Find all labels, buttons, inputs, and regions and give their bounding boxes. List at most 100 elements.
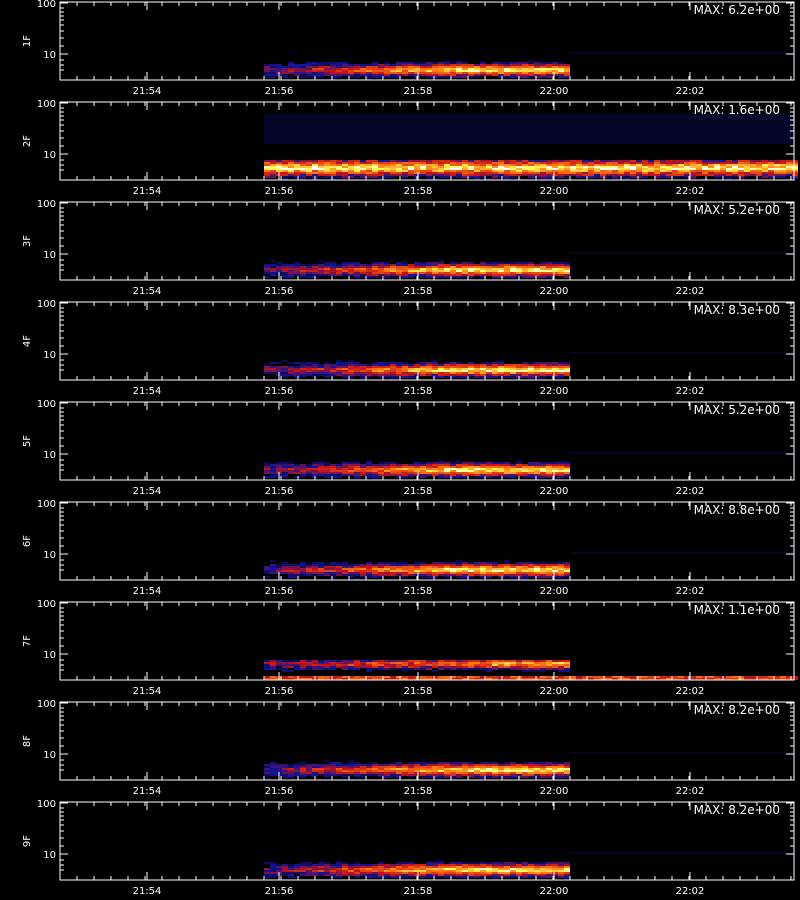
heat-cell	[552, 374, 558, 376]
heat-cell	[402, 662, 408, 664]
heat-cell	[450, 472, 456, 474]
heat-cell	[342, 664, 348, 666]
heat-cell	[594, 678, 600, 680]
heat-cell	[462, 874, 468, 876]
heat-cell	[480, 464, 486, 466]
heat-cell	[462, 72, 468, 74]
heat-cell	[720, 164, 726, 166]
heat-cell	[354, 266, 360, 268]
y-tick-label: 10	[43, 750, 56, 761]
heat-cell	[348, 770, 354, 772]
heat-cell	[498, 570, 504, 572]
heat-cell	[540, 70, 546, 72]
heat-cell	[432, 660, 438, 662]
heat-cell	[372, 68, 378, 70]
heat-cell	[318, 370, 324, 372]
heat-cell	[336, 666, 342, 668]
heat-cell	[498, 466, 504, 468]
heat-cell	[336, 74, 342, 76]
heat-cell	[288, 662, 294, 664]
heat-cell	[426, 572, 432, 574]
heat-cell	[402, 176, 408, 178]
heat-cell	[294, 170, 300, 172]
heat-cell	[366, 868, 372, 870]
heat-cell	[270, 566, 276, 568]
heat-cell	[504, 66, 510, 68]
max-label: MAX: 1.1e+00	[694, 603, 780, 617]
heat-cell	[528, 170, 534, 172]
heat-cell	[468, 268, 474, 270]
heat-cell	[318, 866, 324, 868]
heat-cell	[414, 370, 420, 372]
heat-cell	[294, 370, 300, 372]
heat-cell	[420, 172, 426, 174]
heat-cell	[372, 172, 378, 174]
heat-cell	[540, 866, 546, 868]
heat-cell	[462, 76, 468, 78]
heat-cell	[348, 568, 354, 570]
heat-cell	[354, 664, 360, 666]
heat-cell	[438, 766, 444, 768]
heat-cell	[462, 74, 468, 76]
heat-cell	[372, 270, 378, 272]
heat-cell	[702, 164, 708, 166]
heat-cell	[588, 676, 594, 678]
heat-cell	[354, 76, 360, 78]
heat-cell	[534, 770, 540, 772]
heat-cell	[564, 272, 570, 274]
heat-cell	[498, 566, 504, 568]
heat-cell	[270, 372, 276, 374]
heat-cell	[390, 872, 396, 874]
heat-cell	[324, 366, 330, 368]
heat-cell	[402, 164, 408, 166]
heat-cell	[516, 470, 522, 472]
heat-cell	[342, 464, 348, 466]
heat-cell	[696, 162, 702, 164]
heat-cell	[474, 562, 480, 564]
heat-cell	[444, 472, 450, 474]
heat-cell	[546, 372, 552, 374]
heat-cell	[318, 668, 324, 670]
heat-cell	[384, 170, 390, 172]
heat-cell	[480, 572, 486, 574]
heat-cell	[366, 870, 372, 872]
heat-cell	[786, 168, 792, 170]
heat-cell	[342, 676, 348, 678]
heat-cell	[384, 666, 390, 668]
heat-cell	[420, 462, 426, 464]
heat-cell	[366, 270, 372, 272]
heat-cell	[312, 468, 318, 470]
heat-cell	[378, 64, 384, 66]
heat-cell	[426, 776, 432, 778]
heat-cell	[432, 474, 438, 476]
heat-cell	[492, 572, 498, 574]
heat-cell	[306, 172, 312, 174]
heat-cell	[432, 74, 438, 76]
heat-cell	[306, 374, 312, 376]
heat-cell	[276, 262, 282, 264]
heat-cell	[300, 476, 306, 478]
heat-cell	[564, 368, 570, 370]
heat-cell	[270, 560, 276, 562]
heat-cell	[732, 170, 738, 172]
heat-cell	[498, 68, 504, 70]
heat-cell	[354, 476, 360, 478]
heat-cell	[420, 266, 426, 268]
heat-cell	[366, 366, 372, 368]
heat-cell	[348, 370, 354, 372]
heat-cell	[306, 862, 312, 864]
heat-cell	[480, 862, 486, 864]
heat-cell	[300, 176, 306, 178]
heat-cell	[282, 476, 288, 478]
heat-cell	[510, 62, 516, 64]
heat-cell	[552, 376, 558, 378]
heat-cell	[330, 666, 336, 668]
heat-cell	[312, 166, 318, 168]
heat-cell	[456, 172, 462, 174]
heat-cell	[564, 264, 570, 266]
heat-cell	[426, 676, 432, 678]
heat-cell	[564, 878, 570, 880]
heat-cell	[456, 660, 462, 662]
heat-cell	[390, 868, 396, 870]
heat-cell	[534, 676, 540, 678]
